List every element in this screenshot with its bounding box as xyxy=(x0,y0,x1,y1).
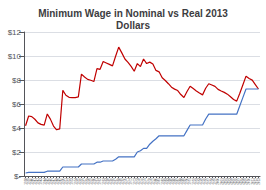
svg-text:1975: 1975 xyxy=(138,178,143,185)
svg-text:1977: 1977 xyxy=(145,178,149,185)
svg-text:2010: 2010 xyxy=(247,178,251,185)
svg-text:1989: 1989 xyxy=(182,178,186,185)
svg-text:1967: 1967 xyxy=(113,178,118,185)
svg-text:1940: 1940 xyxy=(30,178,34,185)
svg-text:1980: 1980 xyxy=(154,178,158,185)
svg-text:1972: 1972 xyxy=(129,178,133,185)
svg-text:1974: 1974 xyxy=(135,178,139,185)
svg-text:1986: 1986 xyxy=(172,178,177,185)
svg-text:1992: 1992 xyxy=(191,178,195,185)
svg-text:1955: 1955 xyxy=(76,178,80,185)
svg-text:Minimum Wage in Nominal vs Rea: Minimum Wage in Nominal vs Real 2013 xyxy=(38,8,228,19)
svg-text:2003: 2003 xyxy=(225,178,230,185)
svg-text:1987: 1987 xyxy=(176,178,180,185)
svg-text:$6: $6 xyxy=(12,100,21,109)
svg-text:1983: 1983 xyxy=(163,178,167,185)
svg-text:1956: 1956 xyxy=(79,178,84,185)
svg-text:1970: 1970 xyxy=(123,178,127,185)
svg-text:1997: 1997 xyxy=(207,178,211,185)
svg-text:1979: 1979 xyxy=(151,178,155,185)
svg-text:1945: 1945 xyxy=(45,178,49,185)
svg-text:1964: 1964 xyxy=(104,178,108,185)
svg-text:1958: 1958 xyxy=(86,178,90,185)
svg-text:$10: $10 xyxy=(8,52,22,61)
svg-text:2011: 2011 xyxy=(250,178,254,185)
svg-text:1984: 1984 xyxy=(166,178,171,185)
svg-text:2013: 2013 xyxy=(256,178,260,185)
svg-text:1969: 1969 xyxy=(120,178,124,185)
svg-text:1993: 1993 xyxy=(194,178,198,185)
svg-text:2012: 2012 xyxy=(253,178,257,185)
svg-text:2008: 2008 xyxy=(241,178,245,185)
svg-text:1954: 1954 xyxy=(73,178,77,185)
svg-text:2009: 2009 xyxy=(244,178,248,185)
svg-text:$4: $4 xyxy=(12,124,21,133)
svg-text:$12: $12 xyxy=(8,28,22,37)
svg-text:2005: 2005 xyxy=(231,178,236,185)
svg-text:1994: 1994 xyxy=(197,178,202,185)
svg-text:1948: 1948 xyxy=(54,178,59,185)
svg-text:2007: 2007 xyxy=(238,178,242,185)
svg-text:1982: 1982 xyxy=(160,178,164,185)
svg-text:1941: 1941 xyxy=(33,178,37,185)
svg-text:1976: 1976 xyxy=(141,178,146,185)
svg-text:1952: 1952 xyxy=(67,178,71,185)
svg-text:$8: $8 xyxy=(12,76,21,85)
svg-text:2002: 2002 xyxy=(222,178,226,185)
svg-text:1990: 1990 xyxy=(185,178,189,185)
svg-text:1961: 1961 xyxy=(95,178,99,185)
svg-text:$-: $- xyxy=(14,172,21,181)
svg-text:1943: 1943 xyxy=(39,178,43,185)
svg-text:1960: 1960 xyxy=(92,178,96,185)
svg-text:1946: 1946 xyxy=(48,178,53,185)
svg-text:$2: $2 xyxy=(12,148,21,157)
svg-text:1963: 1963 xyxy=(101,178,105,185)
svg-text:1973: 1973 xyxy=(132,178,136,185)
svg-text:1971: 1971 xyxy=(126,178,130,185)
svg-text:2004: 2004 xyxy=(228,178,233,185)
svg-text:2006: 2006 xyxy=(235,178,239,185)
svg-text:1944: 1944 xyxy=(42,178,46,185)
svg-text:1988: 1988 xyxy=(179,178,183,185)
svg-text:1951: 1951 xyxy=(64,178,68,185)
svg-text:1999: 1999 xyxy=(213,178,217,185)
svg-text:1998: 1998 xyxy=(210,178,214,185)
svg-text:1949: 1949 xyxy=(58,178,62,185)
svg-text:1991: 1991 xyxy=(188,178,192,185)
svg-text:1962: 1962 xyxy=(98,178,102,185)
svg-text:1947: 1947 xyxy=(51,178,56,185)
svg-text:1978: 1978 xyxy=(148,178,152,185)
svg-text:1995: 1995 xyxy=(200,178,205,185)
svg-text:1953: 1953 xyxy=(70,178,74,185)
svg-text:1957: 1957 xyxy=(82,178,87,185)
svg-text:1965: 1965 xyxy=(107,178,112,185)
svg-text:1996: 1996 xyxy=(204,178,208,185)
svg-text:2000: 2000 xyxy=(216,178,220,185)
svg-text:1985: 1985 xyxy=(169,178,174,185)
svg-text:1959: 1959 xyxy=(89,178,93,185)
svg-text:1966: 1966 xyxy=(110,178,115,185)
svg-text:Dollars: Dollars xyxy=(116,20,150,31)
svg-text:1942: 1942 xyxy=(36,178,40,185)
svg-text:1950: 1950 xyxy=(61,178,65,185)
svg-text:1938: 1938 xyxy=(23,178,28,185)
svg-text:1968: 1968 xyxy=(117,178,121,185)
svg-text:2001: 2001 xyxy=(219,178,223,185)
svg-text:1939: 1939 xyxy=(27,178,31,185)
svg-text:1981: 1981 xyxy=(157,178,161,185)
